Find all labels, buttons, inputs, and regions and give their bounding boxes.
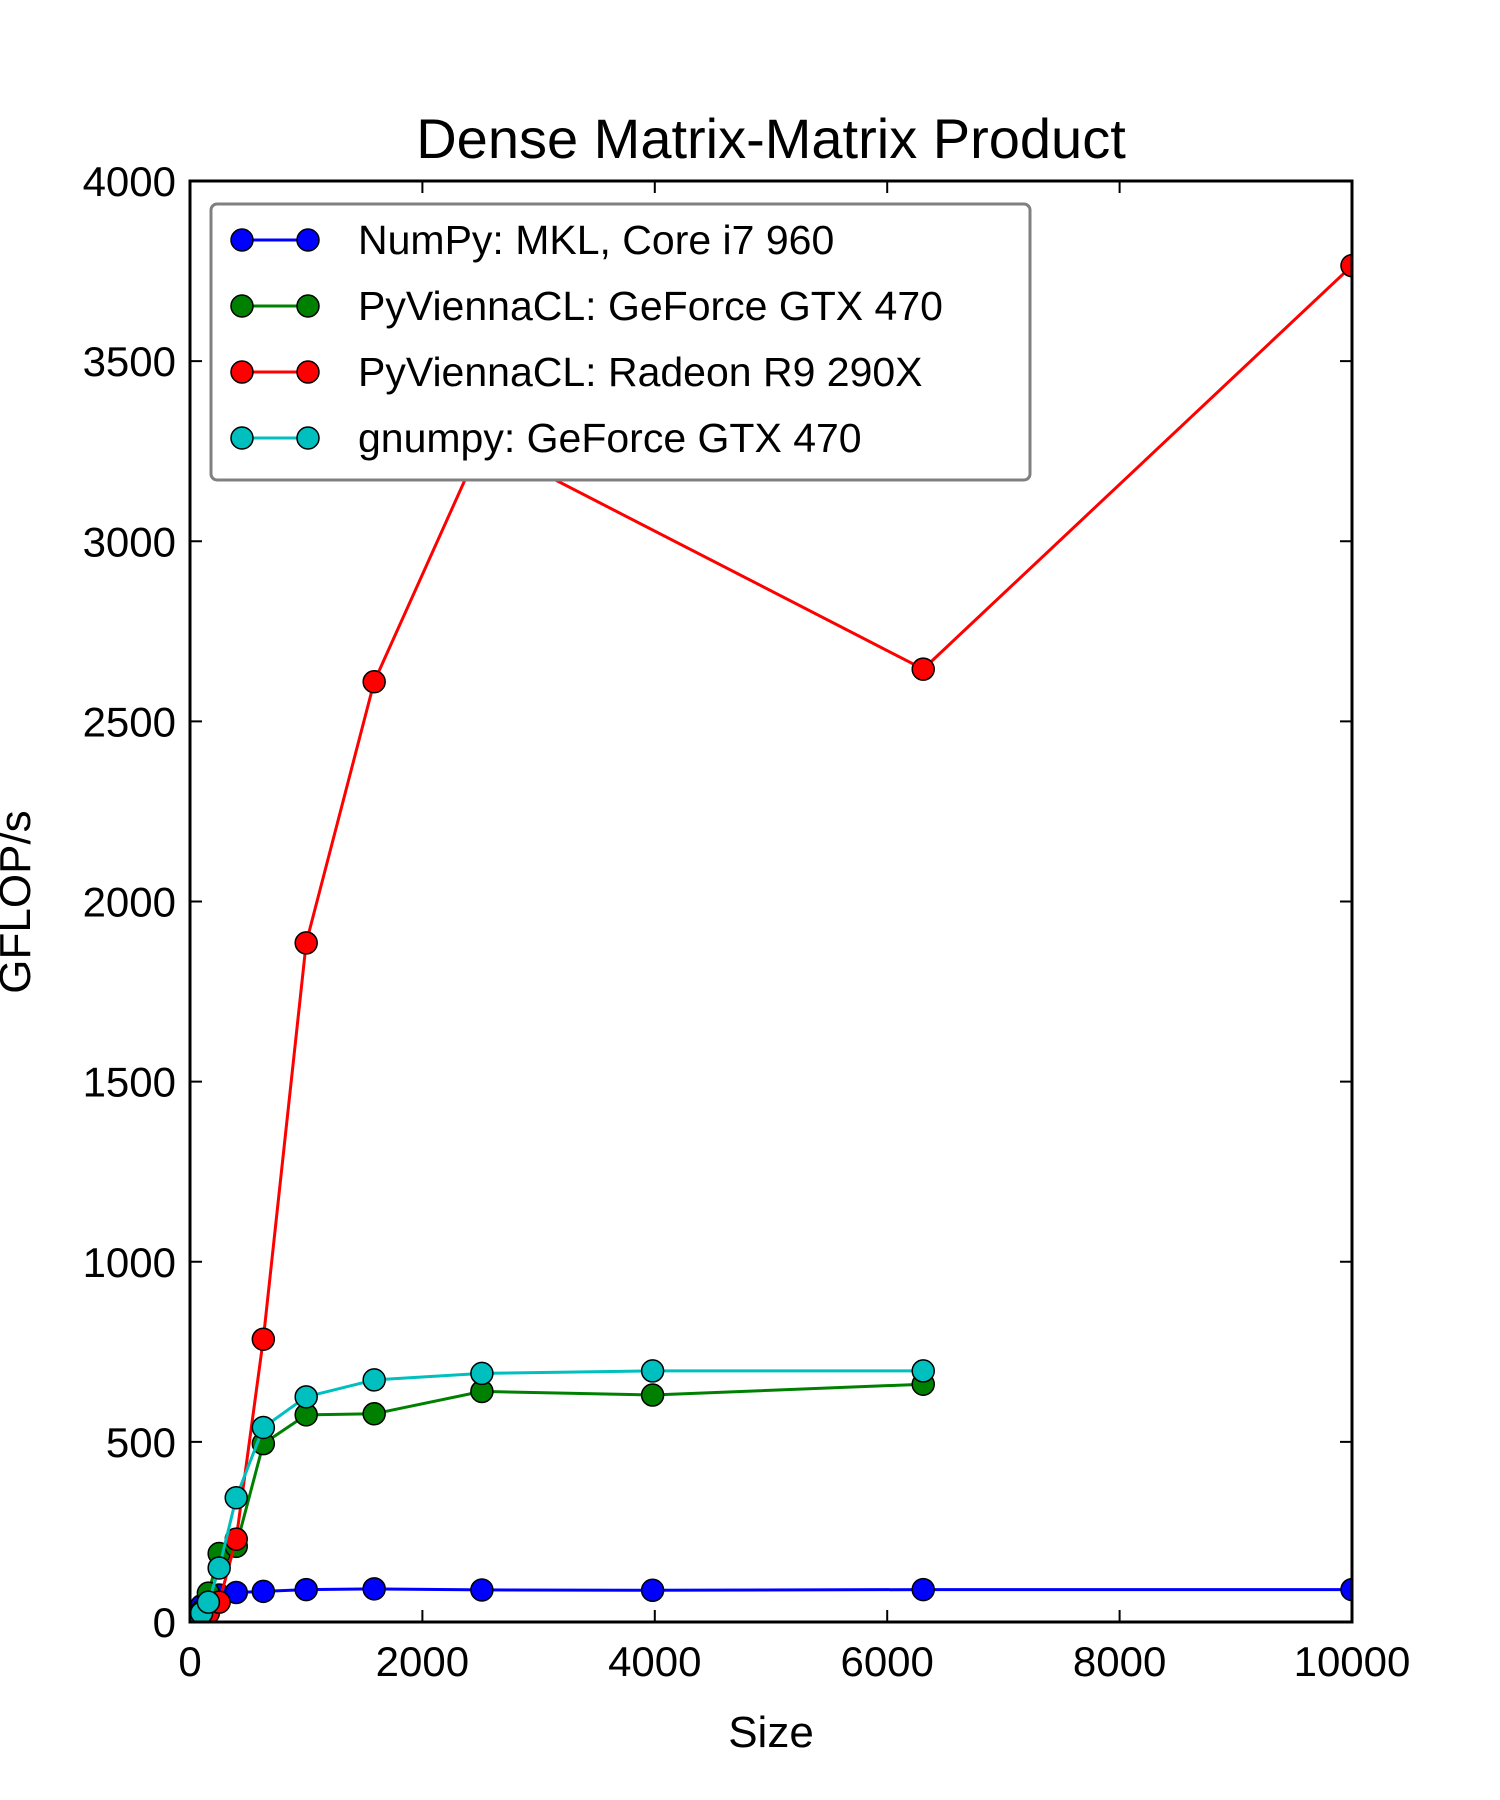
y-tick-label: 2000 xyxy=(83,879,176,926)
y-tick-label: 4000 xyxy=(83,158,176,205)
legend-marker xyxy=(230,294,254,318)
data-point xyxy=(911,1577,935,1602)
data-point xyxy=(640,1578,665,1603)
legend-box xyxy=(209,202,1032,482)
legend: NumPy: MKL, Core i7 960 PyViennaCL: GeFor… xyxy=(209,202,1032,482)
x-tick-label: 8000 xyxy=(1073,1638,1166,1685)
data-point xyxy=(470,1578,494,1602)
data-point xyxy=(1340,253,1352,278)
x-tick-label: 0 xyxy=(178,1638,201,1685)
data-point xyxy=(362,1577,386,1601)
series-3 xyxy=(190,1359,935,1622)
plot-frame xyxy=(188,179,1354,1624)
data-point xyxy=(294,931,318,955)
y-tick-label: 1500 xyxy=(83,1059,176,1106)
data-point xyxy=(362,669,386,694)
chart-title: Dense Matrix-Matrix Product xyxy=(416,107,1126,170)
data-point xyxy=(207,1556,231,1580)
legend-label: PyViennaCL: Radeon R9 290X xyxy=(358,349,923,395)
legend-marker xyxy=(230,228,254,252)
x-tick-label: 6000 xyxy=(840,1638,933,1685)
data-point xyxy=(196,1590,221,1614)
data-point xyxy=(251,1579,276,1604)
data-point xyxy=(362,1402,386,1426)
x-tick-label: 10000 xyxy=(1294,1638,1411,1685)
y-tick-label: 0 xyxy=(153,1599,176,1646)
y-tick-label: 500 xyxy=(106,1419,176,1466)
legend-label: NumPy: MKL, Core i7 960 xyxy=(358,217,834,263)
data-point xyxy=(640,1383,665,1407)
data-point xyxy=(470,1361,494,1386)
data-point xyxy=(251,1327,276,1351)
data-point xyxy=(362,1368,386,1392)
legend-marker xyxy=(230,360,254,384)
legend-marker xyxy=(230,426,254,450)
y-tick-label: 2500 xyxy=(83,698,176,745)
legend-marker xyxy=(296,228,320,252)
y-tick-label: 1000 xyxy=(83,1239,176,1286)
legend-marker xyxy=(296,426,320,450)
legend-label: PyViennaCL: GeForce GTX 470 xyxy=(358,283,943,329)
x-axis-label: Size xyxy=(728,1708,814,1757)
legend-marker xyxy=(296,294,320,318)
data-point xyxy=(911,1359,935,1383)
data-point xyxy=(251,1415,276,1440)
data-point xyxy=(294,1385,318,1409)
data-point xyxy=(1340,1577,1352,1602)
legend-marker xyxy=(296,360,320,384)
y-tick-label: 3000 xyxy=(83,518,176,565)
y-axis-label: GFLOP/s xyxy=(0,810,40,993)
data-point xyxy=(224,1485,248,1510)
data-point xyxy=(640,1359,665,1383)
data-point xyxy=(294,1577,318,1602)
data-point xyxy=(911,657,935,681)
x-tick-label: 2000 xyxy=(376,1638,469,1685)
y-tick-label: 3500 xyxy=(83,338,176,385)
x-tick-label: 4000 xyxy=(608,1638,701,1685)
axis-ticks: 0 2000 4000 6000 8000 10000 0 500 1000 1500 2000 25… xyxy=(83,158,1411,1685)
legend-label: gnumpy: GeForce GTX 470 xyxy=(358,415,862,461)
